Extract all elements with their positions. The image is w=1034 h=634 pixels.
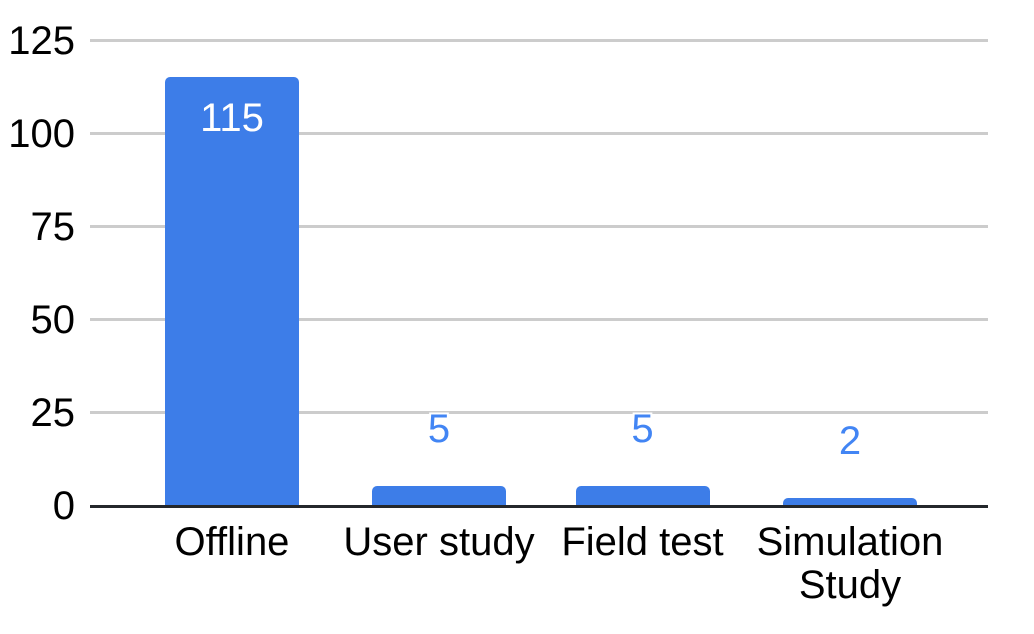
y-tick-label: 0 (52, 484, 75, 528)
x-category-label: User study (343, 520, 535, 564)
gridline (90, 225, 988, 228)
y-tick-label: 25 (30, 391, 76, 435)
y-tick-label: 125 (8, 19, 75, 63)
bar-value-label: 115 (200, 96, 264, 141)
x-category-label: Field test (561, 520, 724, 564)
y-tick-label: 50 (30, 298, 76, 342)
x-category-label: Offline (174, 520, 290, 564)
y-tick-label: 100 (8, 112, 75, 156)
bar-value-label: 5 (631, 407, 654, 452)
gridline (90, 39, 988, 42)
bar-field-test (575, 486, 710, 505)
gridline (90, 411, 988, 414)
y-tick-label: 75 (30, 205, 76, 249)
bar-offline (165, 77, 299, 505)
bar-simulation-study (783, 497, 917, 505)
x-axis-line (90, 505, 988, 508)
bar-value-label: 2 (838, 418, 862, 463)
gridline (90, 132, 988, 135)
x-category-label: Simulation Study (756, 520, 944, 607)
gridline (90, 318, 988, 321)
bar-user-study (372, 486, 506, 505)
bar-value-label: 5 (427, 407, 451, 452)
